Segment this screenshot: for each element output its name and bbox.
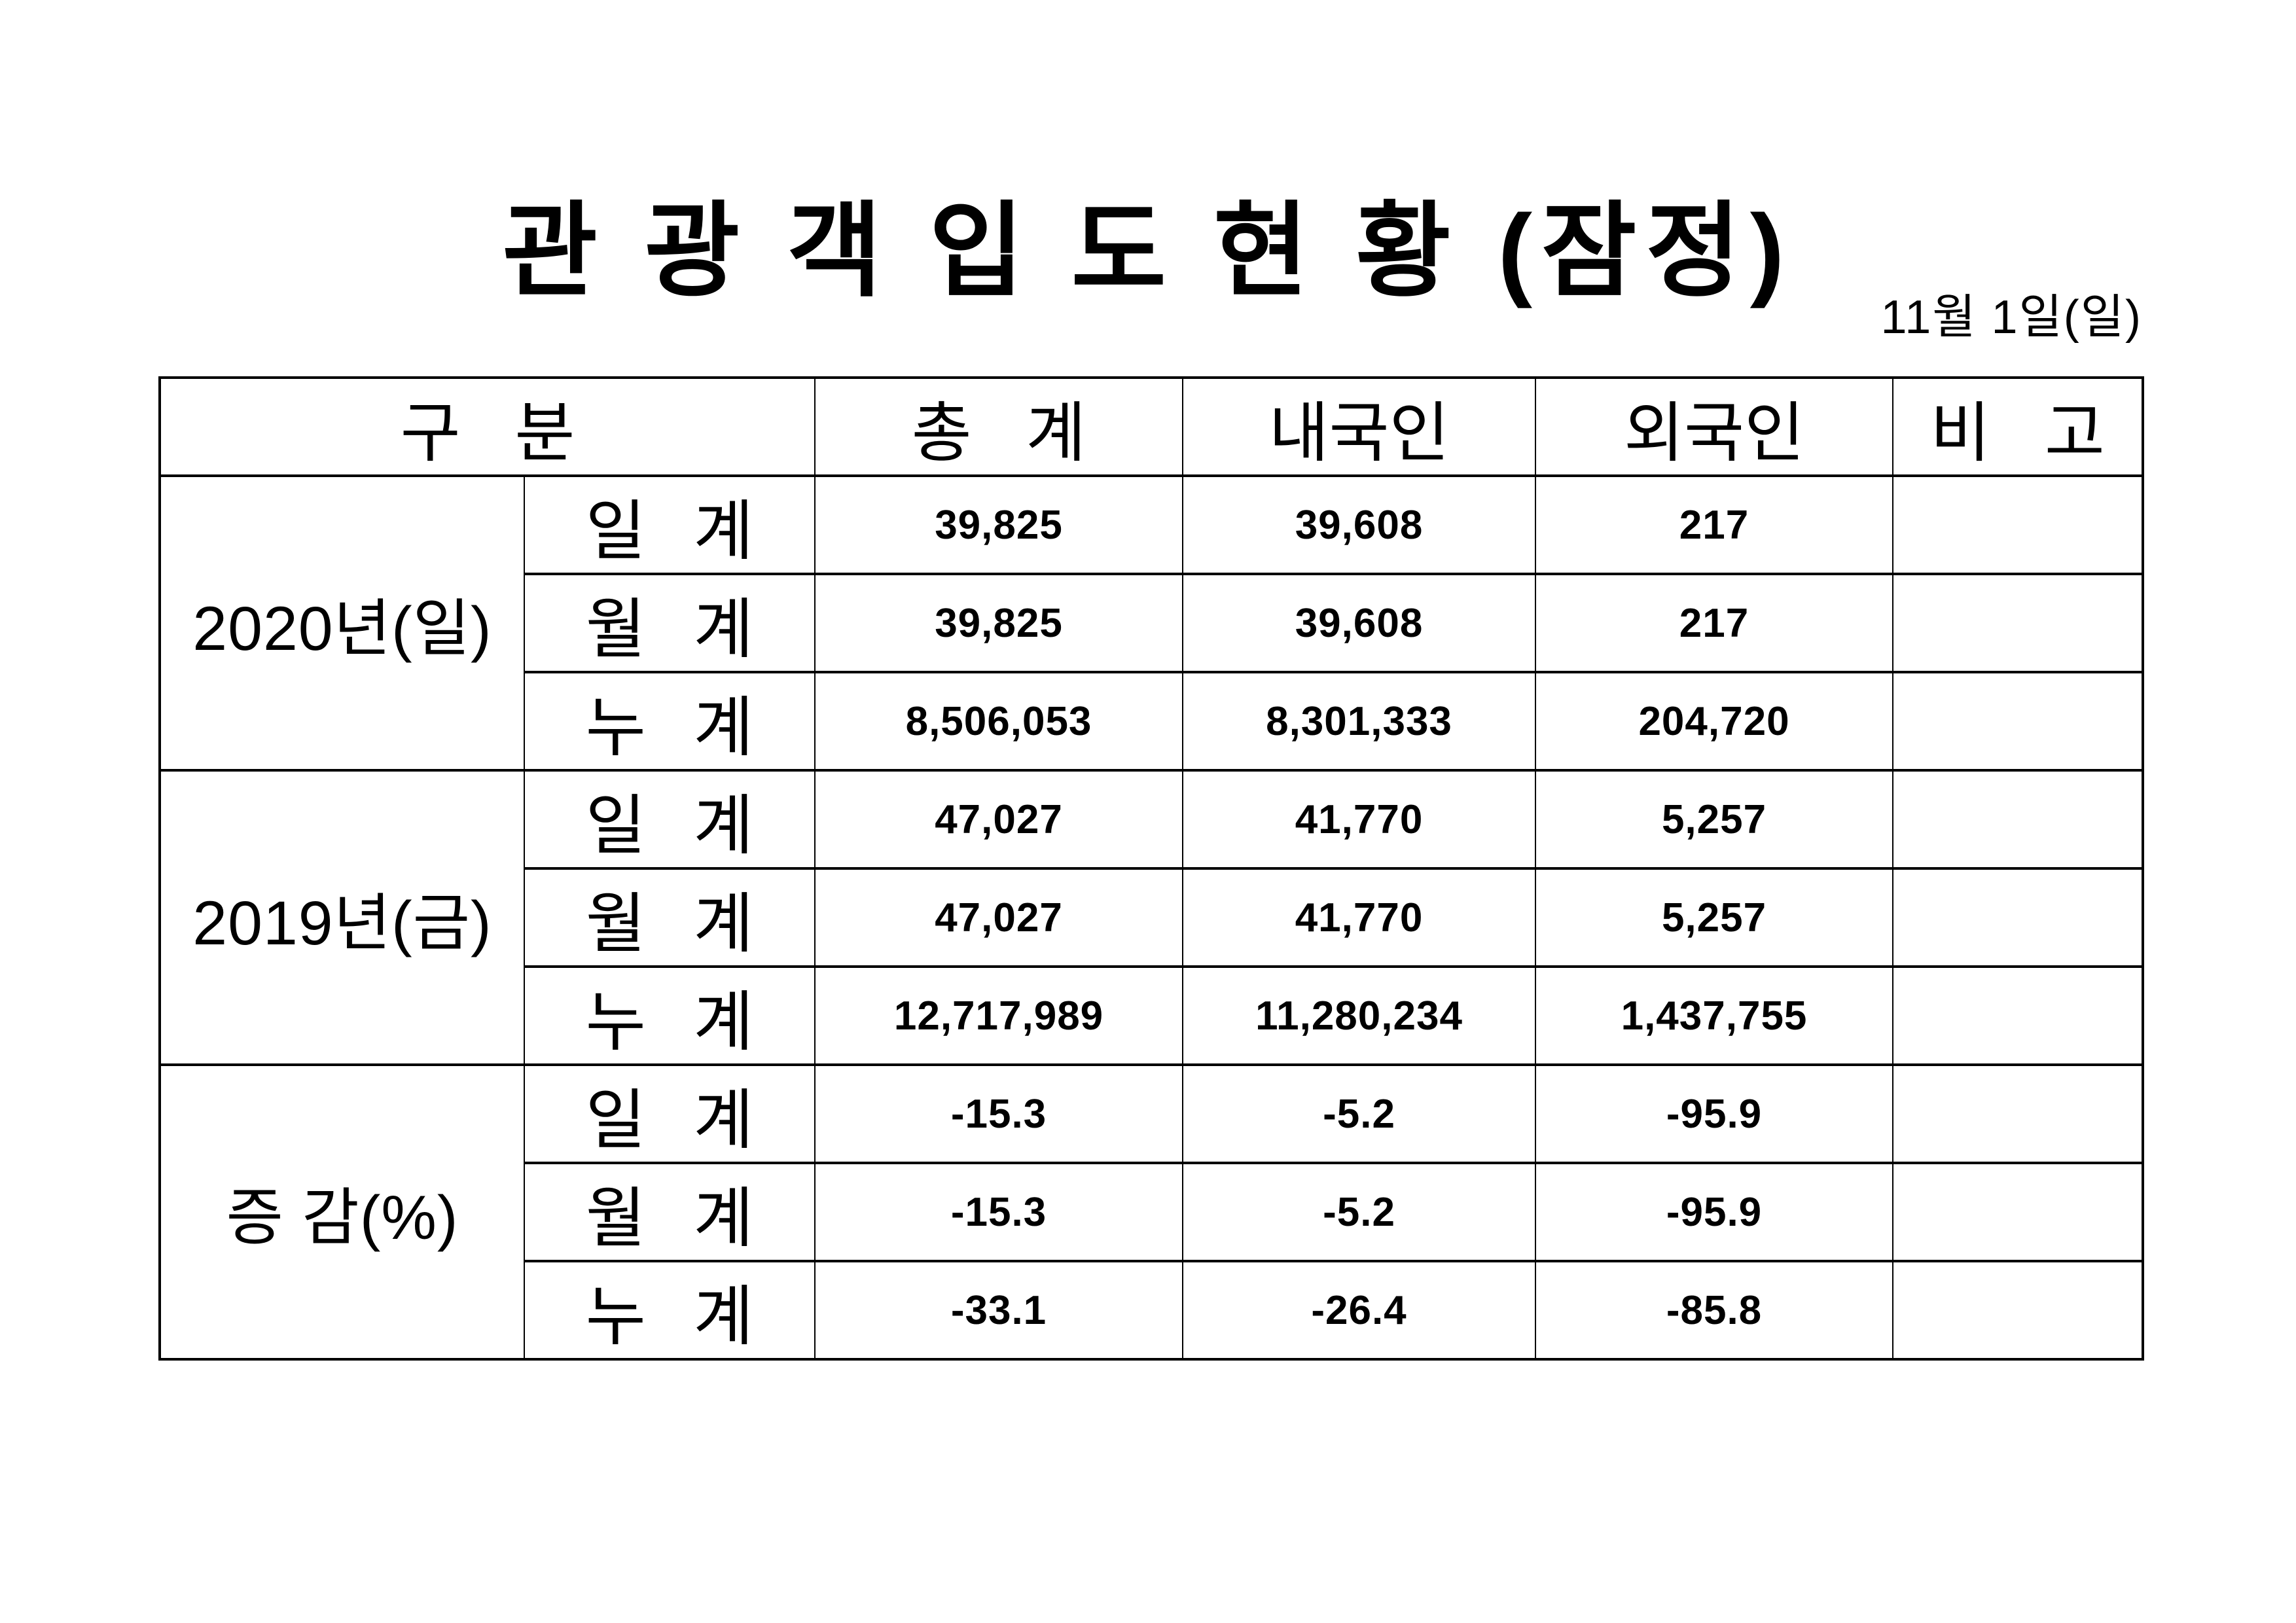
- header-remarks: 비 고: [1892, 376, 2144, 477]
- table-row: 누 계 8,506,053 8,301,333 204,720: [160, 671, 2144, 772]
- value-remarks: [1892, 474, 2144, 575]
- value-total: 47,027: [814, 769, 1184, 870]
- value-remarks: [1892, 671, 2144, 772]
- table-row: 2019년(금) 일 계 47,027 41,770 5,257: [159, 769, 2144, 1066]
- table-row: 월 계 -15.3 -5.2 -95.9: [160, 1162, 2144, 1262]
- report-date: 11월 1일(일): [1880, 291, 2142, 344]
- table-row: 월 계 39,825 39,608 217: [160, 573, 2144, 673]
- value-remarks: [1892, 1063, 2144, 1164]
- value-domestic: 41,770: [1182, 769, 1537, 870]
- value-remarks: [1892, 1260, 2144, 1361]
- value-foreign: 5,257: [1535, 769, 1894, 870]
- value-domestic: 39,608: [1182, 573, 1537, 673]
- value-remarks: [1892, 769, 2144, 870]
- value-total: -15.3: [814, 1063, 1184, 1164]
- value-foreign: 217: [1535, 474, 1894, 575]
- table-row: 누 계 -33.1 -26.4 -85.8: [160, 1260, 2144, 1361]
- value-total: 39,825: [814, 573, 1184, 673]
- row-label-cell: 월 계: [523, 1162, 816, 1262]
- value-foreign: 5,257: [1535, 867, 1894, 968]
- value-remarks: [1892, 1162, 2144, 1262]
- table-row: 누 계 12,717,989 11,280,234 1,437,755: [160, 965, 2144, 1066]
- value-total: -15.3: [814, 1162, 1184, 1262]
- value-foreign: -95.9: [1535, 1063, 1894, 1164]
- value-foreign: 217: [1535, 573, 1894, 673]
- header-category: 구 분: [158, 376, 816, 477]
- group-label-2019: 2019년(금): [159, 769, 525, 1066]
- value-domestic: 11,280,234: [1182, 965, 1537, 1066]
- value-foreign: -95.9: [1535, 1162, 1894, 1262]
- value-total: 47,027: [814, 867, 1184, 968]
- header-foreign: 외국인: [1535, 376, 1894, 477]
- tourist-arrival-table: 구 분 총 계 내국인 외국인 비 고 2020년(일) 일 계 39,825 …: [158, 376, 2145, 1361]
- value-total: 12,717,989: [814, 965, 1184, 1066]
- value-domestic: 39,608: [1182, 474, 1537, 575]
- value-domestic: -26.4: [1182, 1260, 1537, 1361]
- value-domestic: 8,301,333: [1182, 671, 1537, 772]
- value-domestic: -5.2: [1182, 1162, 1537, 1262]
- value-total: 39,825: [814, 474, 1184, 575]
- header-domestic: 내국인: [1182, 376, 1537, 477]
- value-remarks: [1892, 573, 2144, 673]
- row-label-cell: 누 계: [523, 1260, 816, 1361]
- row-label-cell: 월 계: [523, 573, 816, 673]
- value-total: -33.1: [814, 1260, 1184, 1361]
- row-label-cell: 월 계: [523, 867, 816, 968]
- table-row: 증 감(%) 일 계 -15.3 -5.2 -95.9: [159, 1063, 2144, 1361]
- table-row: 2020년(일) 일 계 39,825 39,608 217: [159, 474, 2144, 772]
- value-remarks: [1892, 867, 2144, 968]
- value-total: 8,506,053: [814, 671, 1184, 772]
- group-label-2020: 2020년(일): [159, 474, 525, 772]
- value-foreign: -85.8: [1535, 1260, 1894, 1361]
- value-remarks: [1892, 965, 2144, 1066]
- row-label-cell: 일 계: [523, 1063, 816, 1164]
- row-label-cell: 누 계: [523, 671, 816, 772]
- header-row: 구 분 총 계 내국인 외국인 비 고: [158, 376, 2144, 477]
- page-title: 관 광 객 입 도 현 황 (잠정): [502, 194, 1794, 309]
- table-row: 월 계 47,027 41,770 5,257: [160, 867, 2144, 968]
- value-foreign: 1,437,755: [1535, 965, 1894, 1066]
- value-foreign: 204,720: [1535, 671, 1894, 772]
- row-label-cell: 일 계: [523, 474, 816, 575]
- header-total: 총 계: [814, 376, 1184, 477]
- row-label-cell: 일 계: [523, 769, 816, 870]
- row-label-cell: 누 계: [523, 965, 816, 1066]
- value-domestic: -5.2: [1182, 1063, 1537, 1164]
- group-label-change: 증 감(%): [159, 1063, 525, 1361]
- value-domestic: 41,770: [1182, 867, 1537, 968]
